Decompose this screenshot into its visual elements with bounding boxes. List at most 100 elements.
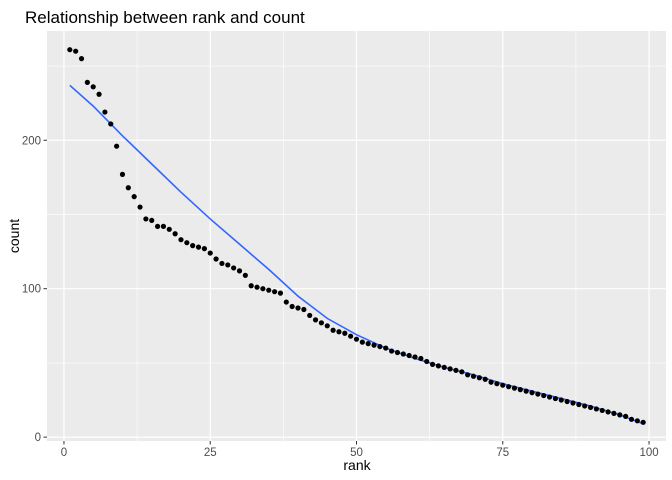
chart-title: Relationship between rank and count [25, 8, 305, 27]
data-point [640, 419, 646, 425]
y-tick-label: 200 [22, 135, 41, 147]
data-point [348, 333, 354, 339]
data-point [318, 320, 324, 326]
data-point [500, 382, 506, 388]
data-point [611, 410, 617, 416]
data-point [271, 289, 278, 295]
data-point [570, 400, 576, 406]
data-point [394, 349, 401, 356]
data-point [73, 48, 79, 54]
data-point [412, 354, 418, 360]
data-point [605, 409, 611, 415]
data-point [330, 327, 336, 333]
data-point [599, 407, 605, 414]
data-point [535, 391, 541, 397]
data-point [125, 185, 131, 191]
data-point [582, 403, 588, 409]
data-point [587, 404, 594, 411]
data-point [166, 226, 172, 232]
x-tick-label: 100 [639, 447, 658, 459]
data-point [172, 231, 178, 237]
data-point [201, 246, 207, 252]
data-point [564, 398, 570, 405]
data-point [517, 387, 523, 393]
x-tick-label: 25 [204, 447, 217, 459]
data-point [67, 47, 73, 53]
data-point [213, 256, 219, 262]
data-point [400, 351, 406, 357]
y-axis: 0 100 200 [22, 135, 47, 444]
y-tick-label: 0 [35, 432, 41, 444]
data-point [476, 375, 482, 381]
data-point [593, 406, 599, 412]
data-point [383, 345, 389, 351]
data-point [178, 237, 184, 243]
data-point [470, 373, 477, 379]
data-point [447, 366, 453, 372]
data-point [248, 283, 254, 289]
data-point [441, 364, 447, 370]
data-point [108, 121, 114, 127]
data-point [576, 401, 582, 408]
data-point [301, 306, 307, 313]
data-point [418, 355, 424, 362]
data-point [236, 268, 243, 274]
data-point [312, 317, 319, 323]
data-point [289, 303, 295, 310]
data-point [506, 384, 512, 390]
data-point [523, 388, 529, 394]
data-point [488, 379, 494, 385]
data-point [266, 287, 272, 293]
data-point [511, 385, 518, 391]
data-point [219, 260, 225, 267]
data-point [377, 343, 383, 350]
data-point [529, 390, 535, 396]
data-point [424, 358, 430, 365]
data-point [365, 341, 371, 347]
data-point [254, 284, 260, 290]
data-point [617, 412, 623, 418]
data-point [623, 413, 629, 419]
data-point [84, 79, 90, 85]
data-point [207, 250, 213, 256]
data-point [184, 240, 190, 246]
x-axis: 0 25 50 75 100 [61, 441, 659, 459]
data-point [465, 372, 471, 378]
data-point [429, 361, 436, 367]
data-point [552, 395, 559, 402]
data-point [90, 84, 96, 90]
data-point [406, 352, 412, 359]
data-point [353, 336, 360, 342]
data-point [114, 143, 120, 149]
data-point [283, 299, 289, 305]
data-point [546, 394, 553, 400]
data-point [558, 397, 564, 403]
data-point [453, 367, 459, 373]
data-point [371, 342, 377, 348]
data-point [78, 56, 85, 62]
data-point [260, 286, 266, 292]
data-point [541, 392, 547, 399]
data-point [307, 312, 313, 319]
data-point [225, 262, 231, 268]
data-point [242, 272, 248, 278]
data-point [131, 194, 137, 200]
data-point [102, 109, 108, 115]
data-point [195, 244, 202, 250]
data-point [342, 330, 348, 336]
data-point [154, 223, 161, 229]
y-tick-label: 100 [22, 284, 41, 296]
data-point [494, 381, 500, 387]
data-point [324, 323, 330, 329]
data-point [277, 290, 284, 296]
data-point [435, 363, 442, 369]
data-point [137, 204, 143, 210]
x-tick-label: 50 [350, 447, 363, 459]
data-point [628, 416, 635, 422]
data-point [143, 216, 149, 222]
data-point [634, 418, 640, 424]
x-axis-title: rank [343, 457, 371, 473]
data-point [359, 339, 365, 345]
points-group [67, 47, 646, 425]
